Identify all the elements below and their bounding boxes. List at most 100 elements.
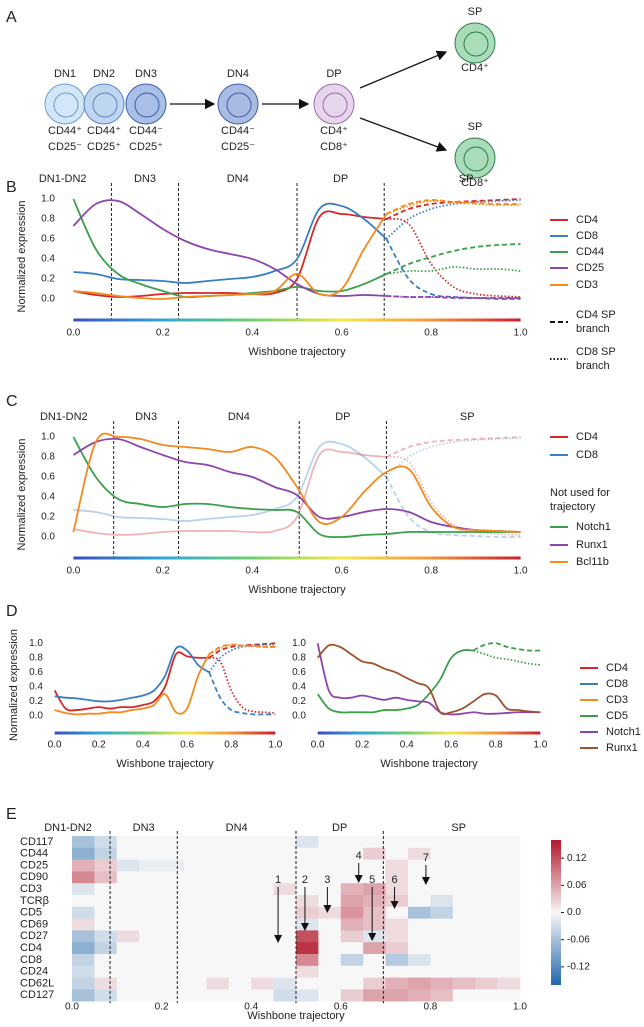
heat-cell — [475, 930, 498, 943]
heat-cell — [206, 930, 230, 943]
heat-cell — [161, 836, 185, 849]
series-line — [73, 448, 387, 536]
nucleus — [226, 92, 252, 118]
heat-cell — [206, 883, 230, 896]
heat-cell — [296, 836, 319, 849]
cell-marker: CD8⁺ — [461, 177, 489, 189]
branch-line — [386, 243, 521, 275]
panel-label: C — [6, 393, 18, 410]
heat-cell — [430, 918, 454, 931]
heat-cell — [273, 883, 297, 896]
x-tick-label: 0.8 — [224, 740, 238, 751]
legend-label: CD4 — [576, 431, 598, 443]
heat-cell — [228, 906, 252, 919]
branch-line — [386, 199, 521, 215]
heat-cell — [94, 836, 118, 849]
legend-label: CD8 — [576, 230, 598, 242]
legend-label: branch — [576, 323, 610, 335]
row-label: CD44 — [20, 848, 48, 860]
branch-line — [386, 436, 521, 458]
heat-cell — [273, 989, 297, 1002]
heat-cell — [94, 883, 118, 896]
stage-label: SP — [459, 173, 474, 185]
heat-cell — [139, 883, 162, 896]
heat-cell — [430, 906, 454, 919]
heat-cell — [497, 930, 521, 943]
heat-cell — [139, 930, 162, 943]
nucleus — [53, 92, 79, 118]
heat-cell — [296, 989, 319, 1002]
row-label: CD8 — [20, 954, 42, 966]
heat-cell — [318, 954, 342, 967]
x-tick-label: 1.0 — [514, 328, 528, 339]
heat-cell — [296, 918, 319, 931]
heat-cell — [206, 895, 230, 908]
heat-cell — [206, 847, 230, 860]
heat-cell — [72, 895, 95, 908]
legend-label: CD4 SP — [576, 309, 616, 321]
heat-cell — [385, 954, 409, 967]
heat-cell — [72, 883, 95, 896]
y-tick-label: 0.4 — [41, 492, 55, 503]
x-tick-label: 0.6 — [335, 328, 349, 339]
heat-cell — [184, 836, 207, 849]
heat-cell — [184, 906, 207, 919]
heat-cell — [340, 930, 364, 943]
x-tick-label: 0.6 — [180, 740, 194, 751]
heat-cell — [318, 965, 342, 978]
heat-cell — [452, 895, 476, 908]
heat-cell — [251, 942, 274, 955]
heat-cell — [296, 954, 319, 967]
x-tick-label: 0.8 — [424, 328, 438, 339]
heat-cell — [385, 965, 409, 978]
annotation-label: 5 — [369, 874, 375, 886]
heat-cell — [184, 871, 207, 884]
heat-cell — [408, 883, 431, 896]
y-tick-label: 0.2 — [41, 274, 55, 285]
heat-cell — [340, 871, 364, 884]
heat-cell — [251, 871, 274, 884]
heat-cell — [184, 895, 207, 908]
x-axis-label: Wishbone trajectory — [247, 1010, 345, 1022]
heat-cell — [408, 918, 431, 931]
heat-cell — [251, 895, 274, 908]
heat-cell — [363, 918, 386, 931]
branch-line — [208, 643, 276, 655]
heat-cell — [385, 918, 409, 931]
heat-cell — [296, 930, 319, 943]
heat-cell — [116, 965, 140, 978]
stage-label: DN1-DN2 — [39, 173, 87, 185]
series-line — [316, 649, 474, 714]
stage-label: DN1-DN2 — [44, 822, 92, 834]
panel-label: D — [6, 603, 18, 620]
heat-cell — [116, 895, 140, 908]
heat-cell — [475, 954, 498, 967]
heat-cell — [94, 942, 118, 955]
series-line — [72, 432, 521, 533]
heat-cell — [72, 918, 95, 931]
heat-cell — [139, 942, 162, 955]
row-label: CD24 — [20, 966, 48, 978]
cell — [313, 83, 355, 125]
heat-cell — [408, 836, 431, 849]
y-tick-label: 0.8 — [41, 452, 55, 463]
branch-line — [386, 456, 521, 536]
x-tick-label: 0.0 — [65, 1002, 79, 1013]
heat-cell — [363, 906, 386, 919]
heat-cell — [116, 859, 140, 872]
cell — [83, 83, 125, 125]
branch-line — [386, 198, 521, 220]
heat-cell — [452, 989, 476, 1002]
heat-cell — [206, 954, 230, 967]
heat-cell — [251, 883, 274, 896]
heat-cell — [228, 989, 252, 1002]
heat-cell — [497, 954, 521, 967]
heat-cell — [161, 883, 185, 896]
colorbar-tick-label: -0.12 — [567, 962, 590, 973]
branch-line — [386, 266, 521, 275]
series-line — [54, 653, 210, 716]
series-line — [53, 651, 210, 712]
y-tick-label: 0.8 — [41, 214, 55, 225]
branch-line — [208, 643, 276, 673]
